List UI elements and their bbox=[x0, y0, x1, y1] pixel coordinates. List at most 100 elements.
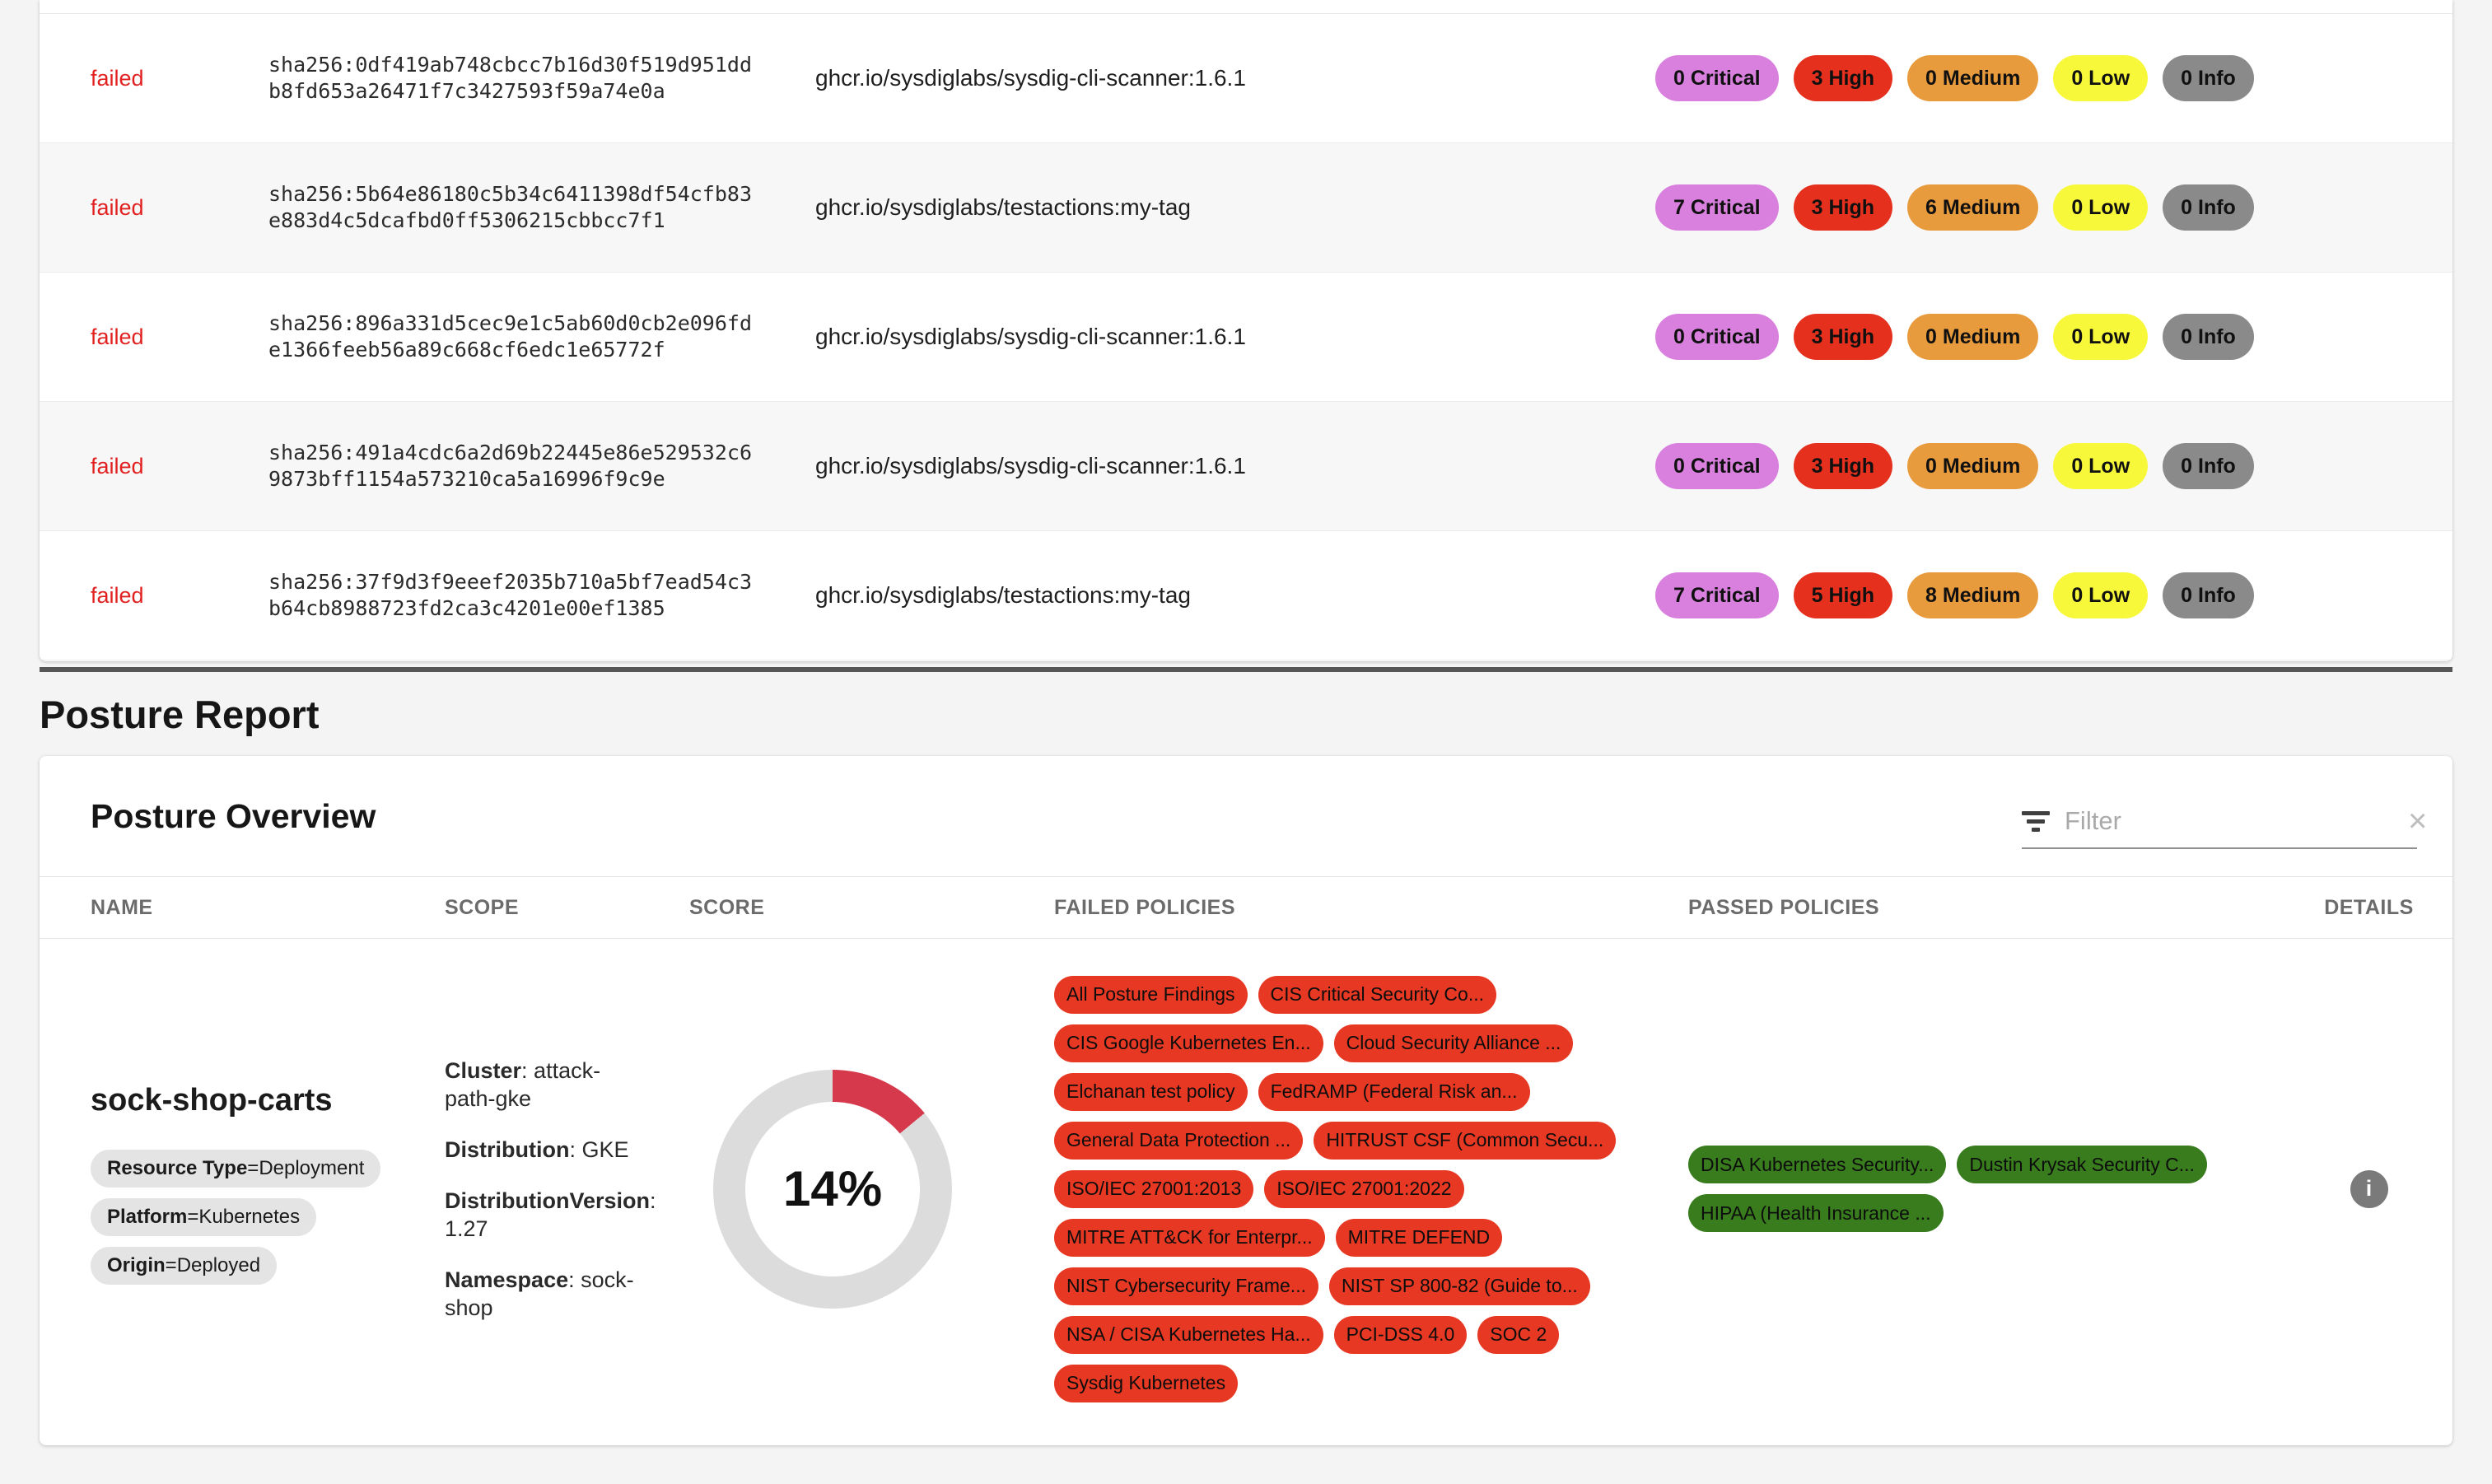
passed-policy-pill[interactable]: Dustin Krysak Security C... bbox=[1957, 1146, 2207, 1183]
failed-policy-pill[interactable]: NIST Cybersecurity Frame... bbox=[1054, 1267, 1318, 1305]
scan-row[interactable]: failed sha256:37f9d3f9eeef2035b710a5bf7e… bbox=[40, 531, 2452, 660]
failed-policy-pill[interactable]: Elchanan test policy bbox=[1054, 1072, 1248, 1111]
medium-badge: 6 Medium bbox=[1907, 184, 2039, 231]
scan-row[interactable]: failed sha256:896a331d5cec9e1c5ab60d0cb2… bbox=[40, 273, 2452, 402]
medium-badge: 8 Medium bbox=[1907, 572, 2039, 618]
scan-results-table: failed sha256:0df419ab748cbcc7b16d30f519… bbox=[40, 0, 2452, 661]
failed-policy-pill[interactable]: FedRAMP (Federal Risk an... bbox=[1258, 1072, 1530, 1111]
failed-policy-pill[interactable]: Sysdig Kubernetes bbox=[1054, 1364, 1239, 1402]
failed-policy-pill[interactable]: SOC 2 bbox=[1477, 1315, 1560, 1354]
failed-policies-cell: All Posture Findings CIS Critical Securi… bbox=[1054, 975, 1688, 1402]
image-digest: sha256:5b64e86180c5b34c6411398df54cfb83e… bbox=[268, 182, 752, 232]
scope-cell: Cluster: attack-path-gke Distribution: G… bbox=[445, 1057, 656, 1322]
high-badge: 3 High bbox=[1793, 55, 1893, 101]
column-header-score: SCORE bbox=[689, 895, 765, 919]
critical-badge: 7 Critical bbox=[1655, 184, 1779, 231]
medium-badge: 0 Medium bbox=[1907, 443, 2039, 489]
info-badge: 0 Info bbox=[2163, 184, 2254, 231]
critical-badge: 0 Critical bbox=[1655, 443, 1779, 489]
clear-filter-icon[interactable]: × bbox=[2408, 803, 2428, 839]
info-badge: 0 Info bbox=[2163, 443, 2254, 489]
failed-policy-pill[interactable]: NIST SP 800-82 (Guide to... bbox=[1328, 1267, 1590, 1305]
column-header-passed-policies: PASSED POLICIES bbox=[1688, 895, 1880, 919]
severity-badges: 0 Critical 3 High 0 Medium 0 Low 0 Info bbox=[1655, 443, 2452, 489]
failed-policy-pill[interactable]: NSA / CISA Kubernetes Ha... bbox=[1054, 1315, 1323, 1354]
critical-badge: 0 Critical bbox=[1655, 55, 1779, 101]
details-cell: i bbox=[2302, 1169, 2436, 1208]
failed-policy-pill[interactable]: ISO/IEC 27001:2013 bbox=[1054, 1169, 1254, 1208]
failed-policy-pill[interactable]: HITRUST CSF (Common Secu... bbox=[1314, 1121, 1617, 1160]
scope-entry: DistributionVersion: 1.27 bbox=[445, 1188, 656, 1241]
section-divider bbox=[40, 667, 2452, 672]
high-badge: 3 High bbox=[1793, 184, 1893, 231]
passed-policy-list: DISA Kubernetes Security... Dustin Krysa… bbox=[1688, 1146, 2240, 1232]
failed-policy-pill[interactable]: General Data Protection ... bbox=[1054, 1121, 1304, 1160]
name-cell: sock-shop-carts Resource Type = Deployme… bbox=[91, 1083, 445, 1295]
low-badge: 0 Low bbox=[2053, 55, 2149, 101]
scan-status: failed bbox=[91, 194, 144, 220]
high-badge: 5 High bbox=[1793, 572, 1893, 618]
posture-overview-heading: Posture Overview bbox=[91, 796, 376, 835]
column-header-name: NAME bbox=[91, 895, 153, 919]
critical-badge: 0 Critical bbox=[1655, 314, 1779, 360]
table-top-edge bbox=[40, 0, 2452, 14]
critical-badge: 7 Critical bbox=[1655, 572, 1779, 618]
scan-status: failed bbox=[91, 453, 144, 478]
column-header-details: DETAILS bbox=[2324, 895, 2414, 919]
image-name: ghcr.io/sysdiglabs/testactions:my-tag bbox=[815, 194, 1191, 220]
posture-table-header: NAME SCOPE SCORE FAILED POLICIES PASSED … bbox=[40, 876, 2452, 939]
score-cell: 14% bbox=[689, 1069, 1054, 1309]
image-name: ghcr.io/sysdiglabs/sysdig-cli-scanner:1.… bbox=[815, 453, 1246, 478]
scan-status: failed bbox=[91, 65, 144, 91]
filter-box[interactable]: × bbox=[2022, 805, 2427, 849]
score-donut-hole: 14% bbox=[745, 1101, 920, 1276]
severity-badges: 0 Critical 3 High 0 Medium 0 Low 0 Info bbox=[1655, 55, 2452, 101]
resource-tag: Resource Type = Deployment bbox=[91, 1149, 381, 1188]
failed-policy-pill[interactable]: ISO/IEC 27001:2022 bbox=[1264, 1169, 1464, 1208]
severity-badges: 7 Critical 3 High 6 Medium 0 Low 0 Info bbox=[1655, 184, 2452, 231]
posture-overview-card: Posture Overview × NAME SCOPE SCORE FAIL… bbox=[40, 756, 2452, 1445]
failed-policy-pill[interactable]: PCI-DSS 4.0 bbox=[1333, 1315, 1468, 1354]
scope-entry: Distribution: GKE bbox=[445, 1136, 629, 1162]
posture-report-title: Posture Report bbox=[40, 693, 320, 736]
passed-policy-pill[interactable]: DISA Kubernetes Security... bbox=[1688, 1146, 1947, 1183]
severity-badges: 0 Critical 3 High 0 Medium 0 Low 0 Info bbox=[1655, 314, 2452, 360]
scan-status: failed bbox=[91, 582, 144, 608]
failed-policy-pill[interactable]: CIS Google Kubernetes En... bbox=[1054, 1024, 1323, 1062]
score-donut-chart: 14% bbox=[713, 1069, 952, 1309]
failed-policy-list: All Posture Findings CIS Critical Securi… bbox=[1054, 975, 1647, 1402]
image-digest: sha256:0df419ab748cbcc7b16d30f519d951ddb… bbox=[268, 53, 752, 103]
scope-entry: Namespace: sock-shop bbox=[445, 1267, 634, 1320]
scan-row[interactable]: failed sha256:5b64e86180c5b34c6411398df5… bbox=[40, 143, 2452, 273]
failed-policy-pill[interactable]: CIS Critical Security Co... bbox=[1258, 975, 1496, 1014]
scan-row[interactable]: failed sha256:491a4cdc6a2d69b22445e86e52… bbox=[40, 402, 2452, 531]
medium-badge: 0 Medium bbox=[1907, 314, 2039, 360]
filter-input[interactable] bbox=[2065, 806, 2393, 836]
info-badge: 0 Info bbox=[2163, 572, 2254, 618]
image-name: ghcr.io/sysdiglabs/testactions:my-tag bbox=[815, 582, 1191, 608]
scan-row[interactable]: failed sha256:0df419ab748cbcc7b16d30f519… bbox=[40, 14, 2452, 143]
failed-policy-pill[interactable]: Cloud Security Alliance ... bbox=[1333, 1024, 1574, 1062]
passed-policy-pill[interactable]: HIPAA (Health Insurance ... bbox=[1688, 1194, 1944, 1232]
info-badge: 0 Info bbox=[2163, 55, 2254, 101]
scan-status: failed bbox=[91, 324, 144, 349]
high-badge: 3 High bbox=[1793, 314, 1893, 360]
failed-policy-pill[interactable]: All Posture Findings bbox=[1054, 975, 1248, 1014]
info-icon[interactable]: i bbox=[2350, 1169, 2388, 1208]
resource-name: sock-shop-carts bbox=[91, 1082, 333, 1118]
image-name: ghcr.io/sysdiglabs/sysdig-cli-scanner:1.… bbox=[815, 65, 1246, 91]
failed-policy-pill[interactable]: MITRE DEFEND bbox=[1335, 1218, 1503, 1257]
image-digest: sha256:37f9d3f9eeef2035b710a5bf7ead54c3b… bbox=[268, 570, 752, 620]
low-badge: 0 Low bbox=[2053, 443, 2149, 489]
image-digest: sha256:491a4cdc6a2d69b22445e86e529532c69… bbox=[268, 441, 752, 491]
failed-policy-pill[interactable]: MITRE ATT&CK for Enterpr... bbox=[1054, 1218, 1325, 1257]
passed-policies-cell: DISA Kubernetes Security... Dustin Krysa… bbox=[1688, 1146, 2302, 1232]
resource-tag: Origin = Deployed bbox=[91, 1246, 278, 1285]
scope-entry: Cluster: attack-path-gke bbox=[445, 1057, 601, 1111]
high-badge: 3 High bbox=[1793, 443, 1893, 489]
posture-row: sock-shop-carts Resource Type = Deployme… bbox=[40, 939, 2452, 1439]
low-badge: 0 Low bbox=[2053, 572, 2149, 618]
info-badge: 0 Info bbox=[2163, 314, 2254, 360]
column-header-failed-policies: FAILED POLICIES bbox=[1054, 895, 1236, 919]
